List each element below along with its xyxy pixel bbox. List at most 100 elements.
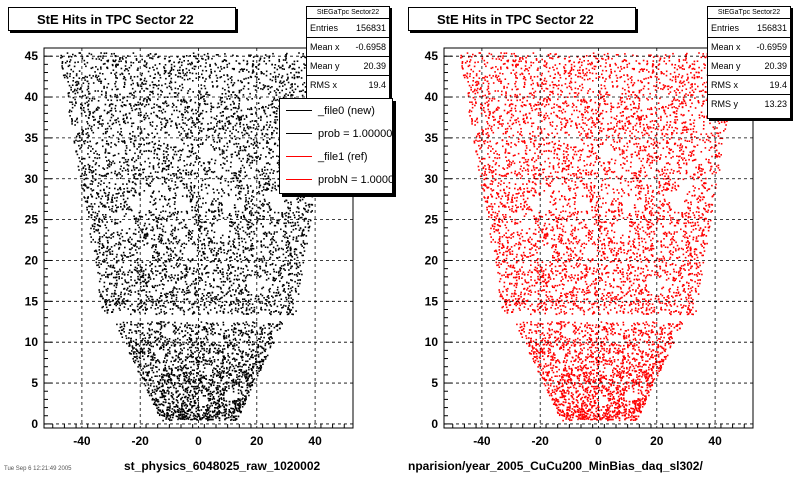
- data-point: [150, 195, 152, 197]
- data-point: [152, 219, 155, 221]
- data-point: [127, 121, 129, 124]
- data-point: [175, 331, 177, 334]
- data-point: [175, 153, 178, 156]
- data-point: [209, 351, 211, 354]
- data-point: [209, 76, 211, 79]
- data-point: [208, 350, 211, 352]
- data-point: [279, 274, 281, 276]
- data-point: [105, 92, 107, 95]
- data-point: [136, 178, 139, 180]
- data-point: [301, 94, 304, 97]
- data-point: [187, 236, 190, 239]
- data-point: [178, 256, 181, 259]
- data-point: [153, 69, 155, 71]
- data-point: [163, 72, 166, 75]
- data-point: [232, 223, 235, 226]
- data-point: [163, 392, 166, 394]
- data-point: [178, 368, 180, 371]
- data-point: [182, 309, 185, 312]
- data-point: [104, 224, 107, 226]
- data-point: [149, 300, 151, 302]
- data-point: [204, 173, 207, 175]
- data-point: [221, 188, 223, 190]
- data-point: [193, 223, 196, 225]
- data-point: [247, 223, 250, 226]
- data-point: [154, 331, 157, 334]
- data-point: [215, 200, 217, 202]
- data-point: [190, 338, 193, 340]
- data-point: [181, 149, 183, 152]
- data-point: [234, 174, 237, 177]
- data-point: [142, 276, 145, 279]
- data-point: [119, 133, 121, 135]
- data-point: [150, 393, 152, 395]
- data-point: [128, 285, 131, 288]
- data-point: [134, 361, 136, 364]
- data-point: [238, 137, 241, 140]
- data-point: [287, 215, 290, 218]
- data-point: [112, 194, 114, 196]
- data-point: [179, 418, 182, 420]
- data-point: [145, 179, 148, 181]
- data-point: [279, 268, 282, 270]
- data-point: [94, 179, 97, 181]
- data-point: [283, 222, 285, 225]
- data-point: [242, 402, 245, 404]
- data-point: [222, 162, 225, 165]
- data-point: [183, 302, 186, 304]
- data-point: [142, 367, 144, 370]
- data-point: [206, 103, 209, 105]
- data-point: [248, 366, 250, 369]
- data-point: [195, 204, 198, 207]
- data-point: [131, 209, 133, 212]
- data-point: [114, 154, 116, 156]
- data-point: [160, 223, 163, 225]
- data-point: [129, 255, 132, 257]
- data-point: [126, 256, 128, 258]
- data-point: [260, 293, 262, 296]
- data-point: [304, 64, 306, 66]
- data-point: [167, 280, 169, 282]
- data-point: [276, 325, 279, 327]
- data-point: [303, 250, 306, 252]
- data-point: [184, 280, 187, 283]
- data-point: [245, 264, 247, 267]
- data-point: [278, 272, 280, 274]
- data-point: [278, 91, 281, 94]
- data-point: [245, 174, 248, 177]
- data-point: [198, 129, 201, 132]
- data-point: [272, 236, 274, 238]
- data-point: [212, 218, 214, 220]
- data-point: [174, 181, 177, 183]
- data-point: [276, 257, 278, 259]
- data-point: [292, 238, 294, 241]
- data-point: [111, 198, 113, 200]
- data-point: [274, 142, 277, 145]
- data-point: [110, 237, 112, 239]
- data-point: [193, 122, 195, 124]
- data-point: [303, 63, 305, 65]
- data-point: [104, 103, 107, 106]
- data-point: [234, 323, 236, 326]
- data-point: [212, 272, 214, 275]
- data-point: [164, 131, 167, 134]
- data-point: [203, 102, 206, 105]
- data-point: [272, 111, 275, 113]
- data-point: [171, 396, 174, 399]
- data-point: [137, 112, 140, 114]
- data-point: [203, 406, 205, 408]
- data-point: [262, 340, 264, 342]
- data-point: [80, 86, 82, 89]
- data-point: [184, 388, 187, 390]
- data-point: [242, 145, 245, 147]
- data-point: [196, 343, 199, 346]
- data-point: [269, 264, 272, 266]
- data-point: [247, 355, 249, 357]
- data-point: [263, 57, 266, 59]
- data-point: [222, 217, 225, 219]
- data-point: [65, 75, 68, 78]
- data-point: [256, 346, 258, 348]
- data-point: [93, 203, 96, 205]
- data-point: [107, 287, 109, 290]
- data-point: [246, 376, 248, 378]
